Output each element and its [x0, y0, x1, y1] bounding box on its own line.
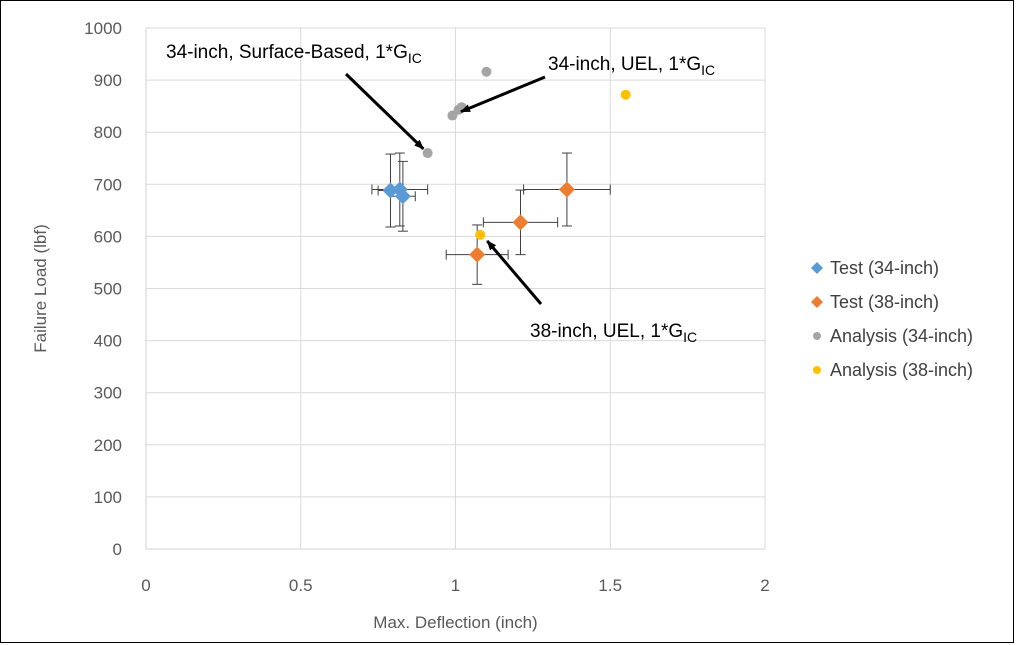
data-point-circle	[422, 148, 433, 159]
legend-label: Analysis (38-inch)	[830, 360, 973, 380]
annotations: 34-inch, Surface-Based, 1*GIC 34-inch, UE…	[166, 42, 715, 345]
annotation-arrow	[344, 72, 425, 150]
legend: Test (34-inch) Test (38-inch) Analysis (34…	[811, 258, 973, 380]
x-tick-label: 1.5	[598, 576, 622, 595]
gridlines	[146, 27, 766, 549]
y-tick-label: 900	[94, 71, 122, 90]
x-tick-label: 0.5	[289, 576, 313, 595]
legend-label: Analysis (34-inch)	[830, 326, 973, 346]
annotation-label: 38-inch, UEL, 1*GIC	[530, 321, 697, 345]
annotation-label: 34-inch, Surface-Based, 1*GIC	[166, 42, 422, 66]
y-tick-label: 1000	[84, 19, 122, 38]
data-point-diamond	[558, 181, 575, 198]
axes: 0 100 200 300 400 500 600 700 800 900 1000 0 0.5 1 1.5…	[84, 19, 770, 595]
annotation-label: 34-inch, UEL, 1*GIC	[548, 54, 715, 78]
annotation-subscript: IC	[701, 62, 715, 78]
data-point-diamond	[469, 246, 486, 263]
annotation-subscript: IC	[683, 329, 697, 345]
annotation-arrow	[460, 75, 546, 114]
legend-marker-circle	[813, 366, 821, 374]
x-tick-label: 2	[760, 576, 769, 595]
y-tick-label: 400	[94, 332, 122, 351]
y-tick-label: 500	[94, 280, 122, 299]
data-point-diamond	[512, 214, 529, 231]
x-tick-label: 0	[141, 576, 150, 595]
legend-marker-diamond	[811, 262, 823, 274]
data-points	[382, 66, 631, 263]
annotation-text: 34-inch, UEL, 1*G	[548, 54, 701, 75]
annotation-text: 34-inch, Surface-Based, 1*G	[166, 42, 408, 63]
x-tick-label: 1	[451, 576, 460, 595]
legend-marker-circle	[813, 332, 821, 340]
data-point-circle	[620, 89, 631, 100]
error-bars	[371, 152, 611, 285]
y-tick-label: 200	[94, 436, 122, 455]
annotation-arrow	[486, 239, 543, 305]
y-tick-label: 800	[94, 123, 122, 142]
x-axis-title: Max. Deflection (inch)	[373, 613, 537, 632]
y-tick-label: 0	[113, 540, 122, 559]
y-tick-label: 100	[94, 488, 122, 507]
legend-label: Test (34-inch)	[830, 258, 939, 278]
data-point-circle	[481, 66, 492, 77]
y-tick-label: 300	[94, 384, 122, 403]
data-point-circle	[475, 229, 486, 240]
data-point-diamond	[394, 188, 411, 205]
annotation-text: 38-inch, UEL, 1*G	[530, 321, 683, 342]
y-tick-label: 700	[94, 175, 122, 194]
legend-label: Test (38-inch)	[830, 292, 939, 312]
y-tick-label: 600	[94, 227, 122, 246]
annotation-subscript: IC	[408, 50, 422, 66]
legend-marker-diamond	[811, 296, 823, 308]
data-point-diamond	[382, 182, 399, 199]
y-axis-title: Failure Load (lbf)	[31, 224, 50, 353]
